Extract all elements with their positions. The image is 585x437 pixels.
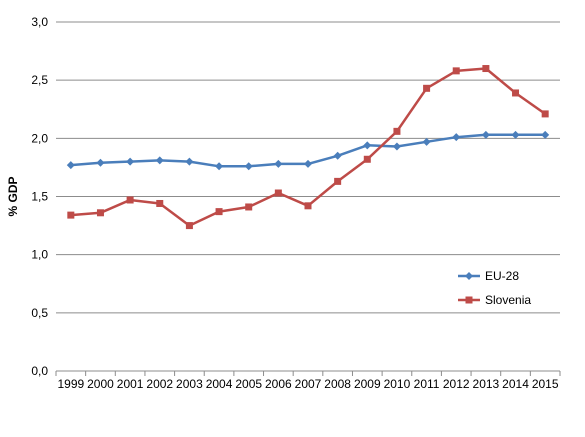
y-axis-title: % GDP [6,176,20,216]
x-tick-label: 2008 [324,377,351,391]
data-point [215,162,224,171]
data-point [274,159,283,168]
data-point [67,211,75,219]
legend-item: Slovenia [458,293,531,307]
y-tick-label: 1,5 [31,190,48,204]
data-point [482,65,490,73]
data-point [244,162,253,171]
series-line [70,67,546,227]
data-point [245,203,253,211]
data-point [215,208,223,216]
x-tick-label: 2014 [502,377,529,391]
x-tick-label: 2002 [146,377,173,391]
x-tick-label: 2013 [473,377,500,391]
data-point [363,141,372,150]
x-tick-label: 1999 [57,377,84,391]
data-point [126,196,134,204]
x-tick-label: 2015 [532,377,559,391]
data-point [66,161,75,170]
data-point [422,137,431,146]
x-tick-label: 2012 [443,377,470,391]
x-tick-label: 2000 [87,377,114,391]
data-point [304,159,312,168]
x-tick-label: 2009 [354,377,381,391]
legend-item: EU-28 [458,269,519,283]
data-point [541,130,550,139]
x-axis-ticks: 1999 2000 2001 2002 2003 2004 2005 2006 2007 2008… [55,371,561,391]
data-point [274,189,282,197]
data-point [393,127,401,135]
data-point [423,84,431,92]
x-tick-label: 2007 [295,377,322,391]
data-point [452,67,460,75]
series-eu-28 [66,130,550,171]
y-tick-label: 1,0 [31,248,48,262]
data-point [185,222,193,230]
data-point [96,209,104,217]
data-point [452,133,461,142]
gridlines [56,21,560,314]
x-tick-label: 2010 [384,377,411,391]
data-point [363,155,371,163]
y-tick-label: 3,0 [31,15,48,29]
y-tick-label: 0,0 [31,364,48,378]
data-point [333,151,342,160]
data-point [126,157,135,166]
data-point [392,142,401,151]
legend-label: Slovenia [485,293,531,307]
data-point [511,130,520,139]
legend: EU-28 Slovenia [458,269,531,307]
x-tick-label: 2001 [117,377,144,391]
data-point [156,199,164,207]
series-slovenia [67,65,549,230]
y-axis-ticks: 0,0 0,5 1,0 1,5 2,0 2,5 3,0 [31,15,48,378]
legend-label: EU-28 [485,269,519,283]
data-point [155,156,164,165]
data-point [96,158,105,167]
data-point [304,202,312,210]
data-point [185,157,194,166]
x-tick-label: 2006 [265,377,292,391]
y-tick-label: 0,5 [31,306,48,320]
data-point [334,177,342,185]
x-tick-label: 2003 [176,377,203,391]
x-tick-label: 2005 [235,377,262,391]
legend-marker [465,272,473,280]
data-point [481,130,490,139]
data-point [512,89,520,97]
data-point [541,110,549,118]
legend-marker [465,296,473,304]
y-tick-label: 2,0 [31,131,48,145]
x-tick-label: 2004 [206,377,233,391]
series-layer [66,65,550,230]
x-tick-label: 2011 [414,377,440,391]
y-tick-label: 2,5 [31,73,48,87]
